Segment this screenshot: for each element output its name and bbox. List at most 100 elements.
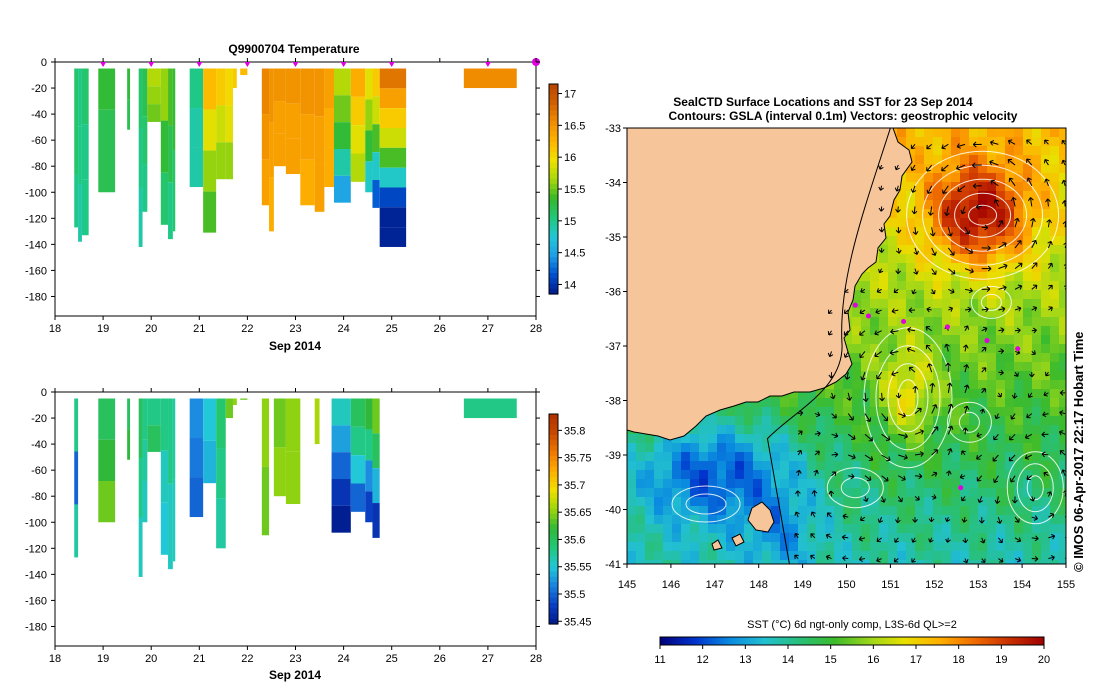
sst-cell <box>1032 443 1042 453</box>
sst-cell <box>1014 380 1024 390</box>
sst-cell <box>843 344 853 354</box>
sst-cell <box>888 452 898 462</box>
sst-cell <box>951 326 961 336</box>
sst-cell <box>798 416 808 426</box>
sst-cell <box>825 479 835 489</box>
velocity-vector <box>1031 306 1038 312</box>
velocity-vector <box>1048 512 1055 519</box>
sst-cell <box>906 128 916 138</box>
sst-cell <box>1050 560 1060 564</box>
sst-cell <box>906 524 916 534</box>
sst-cell <box>654 479 664 489</box>
sst-cell <box>1014 416 1024 426</box>
velocity-vector <box>898 412 906 419</box>
sst-cell <box>861 551 871 561</box>
sst-cell <box>1005 542 1015 552</box>
sst-cell <box>924 506 934 516</box>
sst-cell <box>906 227 916 237</box>
sst-cell <box>852 542 862 552</box>
sst-cell <box>951 398 961 408</box>
sst-cell <box>870 290 880 300</box>
sst-cell <box>645 524 655 534</box>
sst-cell <box>816 407 826 417</box>
velocity-vector <box>828 490 835 497</box>
sst-cell <box>690 551 700 561</box>
sst-cell <box>969 236 979 246</box>
sst-cell <box>933 236 943 246</box>
colorbar-band <box>549 519 558 525</box>
sst-cell <box>708 515 718 525</box>
colorbar-band <box>549 582 558 588</box>
sst-cell <box>915 182 925 192</box>
sst-cell <box>852 416 862 426</box>
sst-cell <box>789 398 799 408</box>
sst-cell <box>951 200 961 210</box>
sst-cell <box>807 542 817 552</box>
sst-cell <box>870 551 880 561</box>
sst-cell <box>861 389 871 399</box>
sst-cell <box>942 371 952 381</box>
profile-cell <box>350 125 366 154</box>
x-tick-label: 18 <box>49 653 61 665</box>
colorbar-band <box>549 225 558 232</box>
sst-cell <box>1014 137 1024 147</box>
sst-cell <box>654 560 664 564</box>
profile-cell <box>81 68 89 125</box>
sst-cell <box>942 497 952 507</box>
sst-cell <box>861 317 871 327</box>
sst-cell <box>915 218 925 228</box>
sst-cell <box>1005 461 1015 471</box>
profile-cell <box>372 124 380 153</box>
sst-cell <box>645 560 655 564</box>
velocity-vector <box>964 306 972 313</box>
sst-cell <box>870 560 880 564</box>
sst-cell <box>897 461 907 471</box>
profile-cell <box>203 398 217 441</box>
sst-cell <box>888 470 898 480</box>
sst-cell <box>1050 200 1060 210</box>
sst-cell <box>780 488 790 498</box>
sst-cell <box>987 317 997 327</box>
velocity-vector <box>1048 262 1053 269</box>
velocity-vector <box>976 432 982 438</box>
sst-cell <box>906 137 916 147</box>
sst-cell <box>933 389 943 399</box>
velocity-vector <box>981 265 992 272</box>
profile-cell <box>78 68 82 127</box>
sst-cell <box>744 425 754 435</box>
sst-cell <box>951 371 961 381</box>
sst-cell <box>942 452 952 462</box>
sst-cell <box>771 524 781 534</box>
velocity-vector <box>893 288 899 294</box>
profile-cast <box>463 68 517 89</box>
sst-cell <box>897 308 907 318</box>
sst-cell <box>852 434 862 444</box>
sst-cell <box>942 353 952 363</box>
sst-cell <box>645 551 655 561</box>
profile-cast <box>142 398 148 523</box>
sst-cell <box>1050 461 1060 471</box>
sst-cell <box>915 560 925 564</box>
velocity-vector <box>898 475 906 481</box>
profile-cell <box>379 187 407 208</box>
velocity-vector <box>1042 411 1049 418</box>
sst-cell <box>987 146 997 156</box>
sst-cell <box>816 479 826 489</box>
sst-cell <box>1023 506 1033 516</box>
velocity-vector <box>826 512 832 518</box>
sst-cell <box>753 407 763 417</box>
sst-cell <box>834 389 844 399</box>
sst-cell <box>816 560 826 564</box>
sst-cell <box>996 461 1006 471</box>
colorbar-tick-label: 35.8 <box>564 425 585 437</box>
sst-cell <box>861 560 871 564</box>
seal-location <box>1015 346 1021 352</box>
velocity-vector <box>976 475 983 482</box>
sst-cell <box>897 389 907 399</box>
sst-cell <box>870 542 880 552</box>
sst-cell <box>789 443 799 453</box>
profile-cast <box>225 398 233 419</box>
y-tick-label: -140 <box>25 569 47 581</box>
sst-cell <box>933 191 943 201</box>
velocity-vector <box>998 285 1007 291</box>
